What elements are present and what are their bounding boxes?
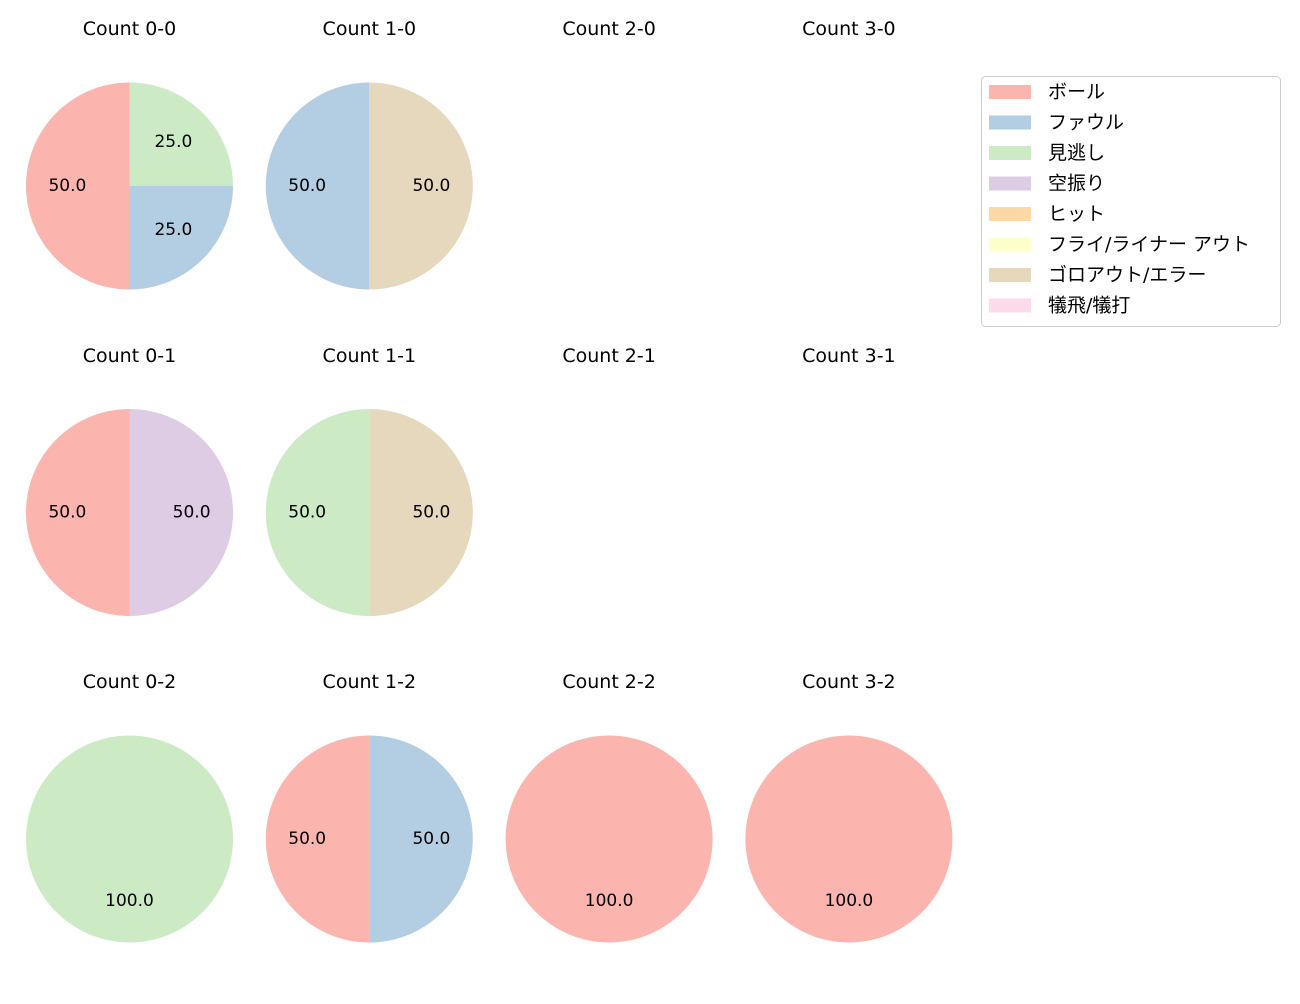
legend-swatch xyxy=(989,298,1031,313)
legend-label: フライ/ライナー アウト xyxy=(1048,234,1250,256)
legend-label: 見逃し xyxy=(1048,142,1105,164)
pie-slice-label: 25.0 xyxy=(154,220,192,240)
legend-swatch xyxy=(989,115,1031,130)
pie-title: Count 0-1 xyxy=(83,345,177,367)
pie-slice-label: 50.0 xyxy=(288,829,326,849)
pie-count-3-2: Count 3-2 100.0 xyxy=(745,671,953,943)
legend-label: ヒット xyxy=(1048,203,1105,225)
pie-title: Count 3-0 xyxy=(802,18,896,40)
pie-slice-label: 100.0 xyxy=(105,891,154,911)
pie-slice xyxy=(129,409,234,616)
pie-slice xyxy=(369,735,473,943)
legend-item: フライ/ライナー アウト xyxy=(989,234,1250,256)
pie-slice xyxy=(265,82,370,290)
pie-slice-label: 50.0 xyxy=(412,829,450,849)
pie-slice-label: 50.0 xyxy=(173,503,211,523)
pie-count-1-2: Count 1-2 50.0 50.0 xyxy=(265,671,473,943)
pie-slice-label: 100.0 xyxy=(585,891,634,911)
legend-swatch xyxy=(989,207,1031,221)
pie-slice-label: 100.0 xyxy=(825,891,874,911)
pie-slice xyxy=(265,409,370,616)
legend-label: 犠飛/犠打 xyxy=(1048,295,1130,317)
pie-count-2-0: Count 2-0 xyxy=(562,18,656,40)
legend-item: 犠飛/犠打 xyxy=(989,295,1130,317)
pie-slice-label: 50.0 xyxy=(48,503,86,523)
pie-slice-label: 50.0 xyxy=(288,176,326,196)
legend-item: 空振り xyxy=(989,173,1105,195)
legend-frame xyxy=(981,76,1281,327)
pie-slice xyxy=(25,82,130,290)
legend-item: 見逃し xyxy=(989,142,1105,164)
legend-item: ボール xyxy=(989,81,1105,103)
pie-count-0-0: Count 0-0 50.0 25.0 25.0 xyxy=(25,18,233,290)
pie-count-1-1: Count 1-1 50.0 50.0 xyxy=(265,345,473,616)
pie-count-1-0: Count 1-0 50.0 50.0 xyxy=(265,18,473,290)
pie-title: Count 1-2 xyxy=(323,671,417,693)
legend-label: ゴロアウト/エラー xyxy=(1048,264,1206,286)
legend-label: 空振り xyxy=(1048,173,1105,195)
pie-title: Count 3-1 xyxy=(802,345,896,367)
pie-count-0-2: Count 0-2 100.0 xyxy=(26,671,233,943)
pie-slice xyxy=(129,186,233,290)
pie-count-2-1: Count 2-1 xyxy=(562,345,656,367)
pie-title: Count 2-2 xyxy=(562,671,656,693)
pie-title: Count 1-1 xyxy=(323,345,417,367)
legend-item: ヒット xyxy=(989,203,1105,225)
legend-swatch xyxy=(989,268,1031,282)
pie-title: Count 2-0 xyxy=(562,18,656,40)
pie-title: Count 1-0 xyxy=(323,18,417,40)
legend-label: ファウル xyxy=(1048,112,1124,134)
legend-label: ボール xyxy=(1048,81,1105,103)
pie-count-2-2: Count 2-2 100.0 xyxy=(505,671,713,943)
pie-title: Count 0-2 xyxy=(83,671,177,693)
pie-slice xyxy=(26,735,233,943)
pie-title: Count 2-1 xyxy=(562,345,656,367)
pie-slice-label: 50.0 xyxy=(48,176,86,196)
pie-slice xyxy=(129,82,233,186)
pie-title: Count 0-0 xyxy=(83,18,177,40)
pie-slice xyxy=(505,735,713,943)
legend-item: ゴロアウト/エラー xyxy=(989,264,1206,286)
pie-slice xyxy=(369,82,473,290)
pie-count-0-1: Count 0-1 50.0 50.0 xyxy=(25,345,234,616)
pie-title: Count 3-2 xyxy=(802,671,896,693)
legend-swatch xyxy=(989,237,1031,252)
pie-slice-label: 50.0 xyxy=(288,503,326,523)
pie-slice xyxy=(745,735,953,943)
pie-slice-label: 50.0 xyxy=(412,176,450,196)
legend-item: ファウル xyxy=(989,112,1124,134)
pie-count-3-0: Count 3-0 xyxy=(802,18,896,40)
pie-count-3-1: Count 3-1 xyxy=(802,345,896,367)
legend-swatch xyxy=(989,146,1031,160)
pie-slice-label: 50.0 xyxy=(412,503,450,523)
pie-slice xyxy=(369,409,473,616)
pie-slice xyxy=(265,735,370,943)
legend-swatch xyxy=(989,176,1031,191)
pie-slice xyxy=(25,409,130,616)
pie-slice-label: 25.0 xyxy=(154,132,192,152)
legend-swatch xyxy=(989,85,1031,99)
